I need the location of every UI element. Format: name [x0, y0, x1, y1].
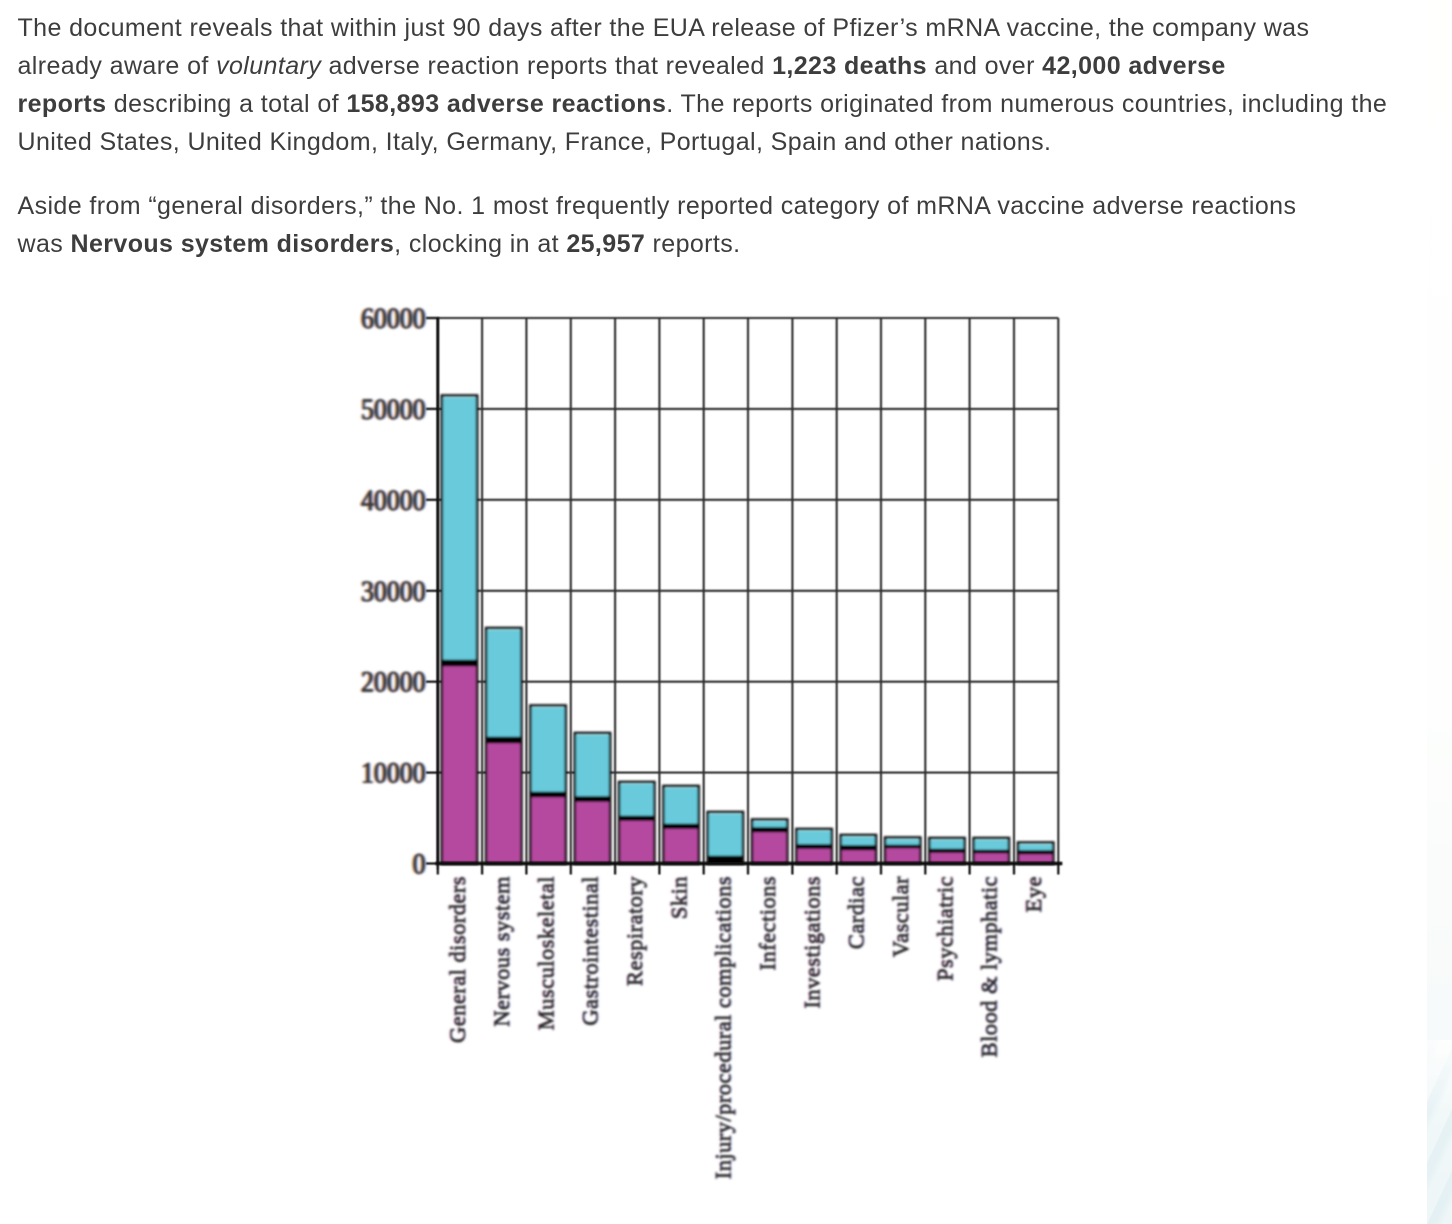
svg-text:Blood & lymphatic: Blood & lymphatic [978, 876, 1003, 1057]
svg-text:General disorders: General disorders [446, 876, 471, 1043]
svg-text:Infections: Infections [756, 876, 781, 970]
svg-text:General disorders: General disorders [444, 876, 469, 1043]
svg-text:Psychiatric: Psychiatric [931, 876, 956, 981]
svg-text:Gastrointestinal: Gastrointestinal [579, 876, 604, 1026]
svg-text:Respiratory: Respiratory [621, 876, 646, 986]
svg-text:60000: 60000 [363, 302, 427, 335]
svg-text:Musculoskeletal: Musculoskeletal [533, 876, 558, 1030]
svg-text:Eye: Eye [1022, 876, 1047, 912]
svg-text:50000: 50000 [359, 393, 423, 426]
svg-text:Gastrointestinal: Gastrointestinal [577, 876, 602, 1026]
svg-text:0: 0 [414, 848, 427, 881]
svg-text:Vascular: Vascular [887, 876, 912, 957]
svg-text:60000: 60000 [361, 302, 425, 335]
svg-text:Gastrointestinal: Gastrointestinal [578, 876, 603, 1026]
svg-text:Nervous system: Nervous system [490, 876, 515, 1027]
svg-text:50000: 50000 [363, 393, 427, 426]
svg-text:Infections: Infections [755, 876, 780, 970]
svg-text:10000: 10000 [361, 757, 425, 790]
svg-text:Respiratory: Respiratory [622, 876, 647, 986]
svg-text:Skin: Skin [665, 876, 690, 919]
svg-text:30000: 30000 [363, 575, 427, 608]
svg-text:Injury/procedural complication: Injury/procedural complications [710, 876, 735, 1179]
svg-text:10000: 10000 [363, 757, 427, 790]
svg-text:40000: 40000 [359, 484, 423, 517]
svg-text:Vascular: Vascular [888, 876, 913, 957]
svg-text:Skin: Skin [668, 876, 693, 919]
svg-text:10000: 10000 [359, 757, 423, 790]
svg-text:General disorders: General disorders [445, 876, 470, 1043]
svg-text:Investigations: Investigations [801, 876, 826, 1009]
svg-text:0: 0 [413, 848, 426, 881]
svg-text:Infections: Infections [754, 876, 779, 970]
svg-text:Blood & lymphatic: Blood & lymphatic [975, 876, 1000, 1057]
svg-text:Cardiac: Cardiac [845, 876, 870, 949]
svg-text:Eye: Eye [1020, 876, 1045, 912]
svg-text:30000: 30000 [359, 575, 423, 608]
svg-text:60000: 60000 [359, 302, 423, 335]
svg-text:20000: 20000 [359, 666, 423, 699]
svg-text:Musculoskeletal: Musculoskeletal [532, 876, 557, 1030]
svg-text:20000: 20000 [361, 666, 425, 699]
svg-text:Nervous system: Nervous system [489, 876, 514, 1027]
svg-text:Psychiatric: Psychiatric [934, 876, 959, 981]
svg-text:40000: 40000 [363, 484, 427, 517]
svg-text:Injury/procedural complication: Injury/procedural complications [712, 876, 737, 1179]
svg-text:20000: 20000 [363, 666, 427, 699]
svg-text:50000: 50000 [361, 393, 425, 426]
svg-text:Vascular: Vascular [889, 876, 914, 957]
svg-text:Eye: Eye [1021, 876, 1046, 912]
svg-text:Cardiac: Cardiac [844, 876, 869, 949]
svg-text:0: 0 [411, 848, 424, 881]
svg-text:Blood & lymphatic: Blood & lymphatic [977, 876, 1002, 1057]
svg-text:Cardiac: Cardiac [842, 876, 867, 949]
svg-text:40000: 40000 [361, 484, 425, 517]
svg-text:Investigations: Investigations [798, 876, 823, 1009]
svg-text:Nervous system: Nervous system [488, 876, 513, 1027]
svg-text:Respiratory: Respiratory [623, 876, 648, 986]
svg-text:Injury/procedural complication: Injury/procedural complications [711, 876, 736, 1179]
svg-text:30000: 30000 [361, 575, 425, 608]
svg-text:Skin: Skin [666, 876, 691, 919]
svg-text:Musculoskeletal: Musculoskeletal [535, 876, 560, 1030]
svg-text:Investigations: Investigations [799, 876, 824, 1009]
svg-text:Psychiatric: Psychiatric [932, 876, 957, 981]
